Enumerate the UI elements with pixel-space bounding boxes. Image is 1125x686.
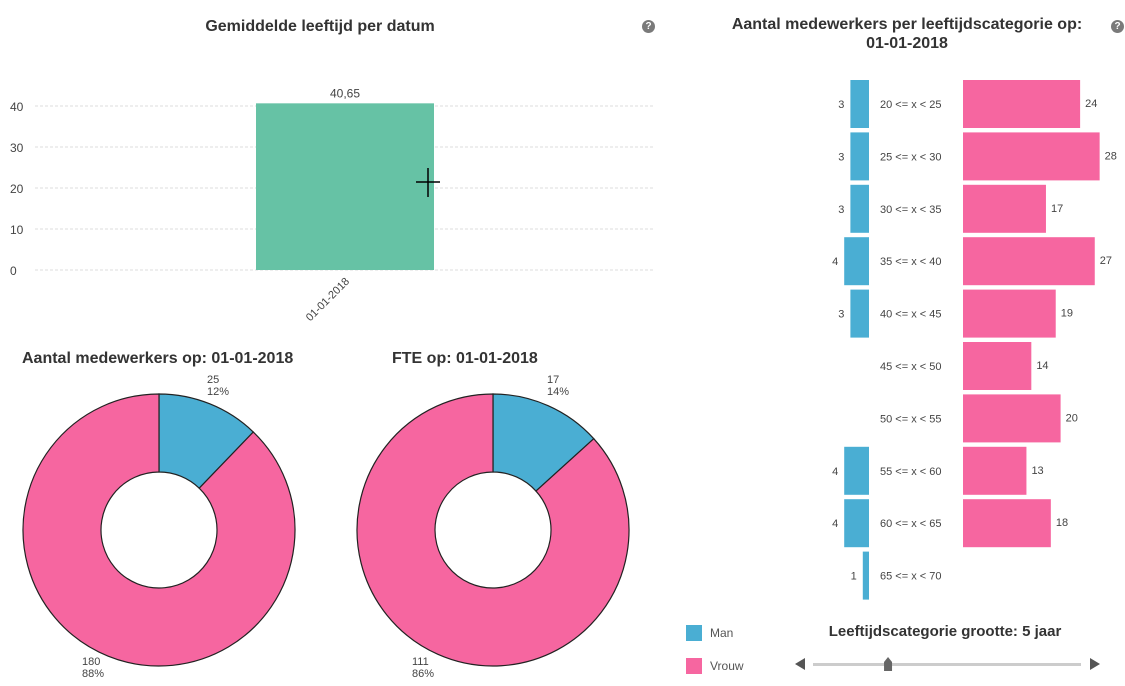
man-value-label: 3: [838, 204, 844, 216]
man-value-label: 4: [832, 256, 838, 268]
man-bar: [862, 551, 869, 600]
age-category-size-label: Leeftijdscategorie grootte: 5 jaar: [828, 623, 1062, 640]
bar-value-label: 40,65: [330, 86, 360, 100]
category-label: 55 <= x < 60: [880, 466, 941, 478]
question-icon[interactable]: ?: [1111, 20, 1124, 33]
vrouw-value-label: 19: [1061, 308, 1073, 320]
category-label: 40 <= x < 45: [880, 309, 941, 321]
vrouw-bar: [963, 446, 1027, 495]
slice-pct-label: 88%: [82, 668, 104, 680]
vrouw-bar: [963, 342, 1032, 390]
slice-pct-label: 12%: [207, 386, 229, 398]
category-label: 20 <= x < 25: [880, 99, 941, 111]
category-label: 65 <= x < 70: [880, 571, 941, 583]
slider-left-arrow-icon[interactable]: [795, 658, 805, 670]
vrouw-bar: [963, 184, 1046, 233]
vrouw-value-label: 27: [1100, 255, 1112, 267]
pyramid-title-line1: Aantal medewerkers per leeftijdscategori…: [731, 16, 1083, 33]
category-label: 35 <= x < 40: [880, 256, 941, 268]
y-tick-label: 30: [10, 141, 24, 155]
avg-age-chart-title: Gemiddelde leeftijd per datum: [205, 18, 435, 35]
vrouw-value-label: 17: [1051, 203, 1063, 215]
slice-value-label: 17: [547, 374, 559, 386]
vrouw-value-label: 14: [1036, 360, 1048, 372]
bar: [256, 103, 434, 271]
man-bar: [850, 289, 869, 338]
man-bar: [850, 184, 869, 233]
legend-item-man[interactable]: Man: [686, 625, 733, 641]
slice-value-label: 111: [412, 656, 429, 668]
category-label: 30 <= x < 35: [880, 204, 941, 216]
x-tick-label: 01-01-2018: [304, 276, 352, 324]
legend-man-label: Man: [710, 626, 734, 640]
man-bar: [844, 499, 869, 548]
man-value-label: 4: [832, 466, 838, 478]
y-tick-label: 0: [10, 264, 17, 278]
vrouw-bar: [963, 499, 1051, 548]
donut-slice: [22, 393, 296, 667]
category-label: 45 <= x < 50: [880, 361, 941, 373]
question-icon[interactable]: ?: [642, 20, 655, 33]
age-pyramid-chart: 3 20 <= x < 25 24 3 25 <= x < 30 28 3 30 <= x <…: [832, 80, 1117, 600]
vrouw-value-label: 28: [1105, 150, 1117, 162]
vrouw-value-label: 20: [1066, 412, 1078, 424]
slider-track[interactable]: [813, 663, 1081, 666]
slider-right-arrow-icon[interactable]: [1090, 658, 1100, 670]
slider-thumb[interactable]: [884, 657, 893, 671]
slice-pct-label: 14%: [547, 386, 569, 398]
category-label: 60 <= x < 65: [880, 518, 941, 530]
slider-svg: [795, 657, 1100, 671]
man-value-label: 3: [838, 309, 844, 321]
fte-donut-title: FTE op: 01-01-2018: [392, 350, 538, 367]
vrouw-value-label: 13: [1031, 465, 1043, 477]
slice-value-label: 25: [207, 374, 219, 386]
vrouw-value-label: 24: [1085, 98, 1097, 110]
slider-handle[interactable]: [884, 657, 893, 671]
legend-item-vrouw[interactable]: Vrouw: [686, 658, 744, 674]
vrouw-bar: [963, 289, 1056, 338]
age-category-slider[interactable]: [795, 656, 1100, 672]
vrouw-value-label: 18: [1056, 517, 1068, 529]
man-bar: [844, 237, 869, 286]
avg-age-bar-chart: 0 10 20 30 40 40,65 01-01-2018: [10, 86, 655, 324]
man-value-label: 3: [838, 99, 844, 111]
vrouw-bar: [963, 132, 1100, 181]
man-value-label: 1: [851, 571, 857, 583]
vrouw-bar: [963, 237, 1095, 286]
category-label: 50 <= x < 55: [880, 413, 941, 425]
legend-vrouw-label: Vrouw: [710, 659, 744, 673]
man-bar: [844, 446, 869, 495]
man-bar: [850, 80, 869, 128]
y-tick-label: 10: [10, 223, 24, 237]
slice-pct-label: 86%: [412, 668, 434, 680]
vrouw-swatch: [686, 658, 702, 674]
man-value-label: 4: [832, 518, 838, 530]
y-tick-label: 20: [10, 182, 24, 196]
man-value-label: 3: [838, 151, 844, 163]
slice-value-label: 180: [82, 656, 100, 668]
donut-slice: [356, 393, 630, 667]
vrouw-bar: [963, 394, 1061, 443]
pyramid-title-line2: 01-01-2018: [866, 35, 948, 52]
y-tick-label: 40: [10, 100, 24, 114]
vrouw-bar: [963, 80, 1081, 128]
category-label: 25 <= x < 30: [880, 151, 941, 163]
employees-donut-title: Aantal medewerkers op: 01-01-2018: [22, 350, 294, 367]
man-swatch: [686, 625, 702, 641]
pyramid-chart-title: Aantal medewerkers per leeftijdscategori…: [722, 15, 1092, 53]
man-bar: [850, 132, 869, 181]
